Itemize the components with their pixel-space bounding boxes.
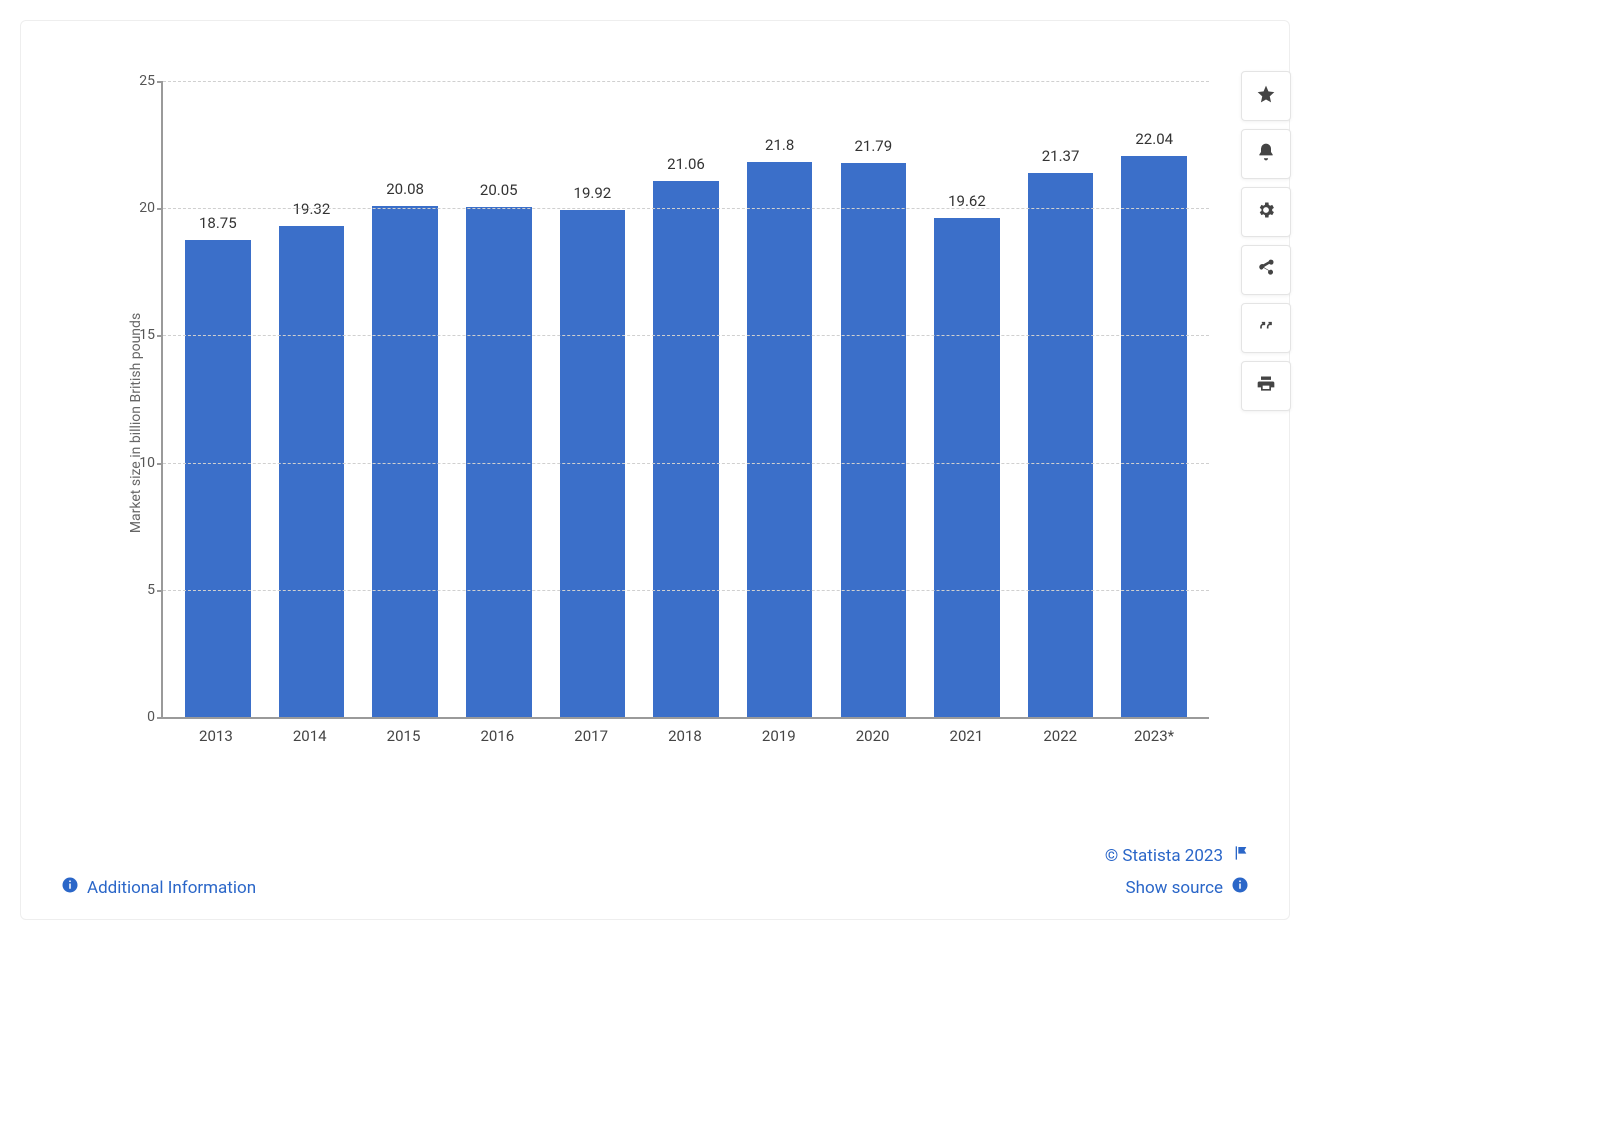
bar[interactable]: 21.79 bbox=[841, 163, 907, 717]
flag-icon[interactable] bbox=[1233, 845, 1249, 866]
plot-area: 18.75 19.32 20.08 20.05 19.92 21.06 21.8 21.79 1… bbox=[161, 81, 1209, 719]
y-axis-title: Market size in billion British pounds bbox=[128, 313, 144, 533]
x-tick-label: 2022 bbox=[1013, 721, 1107, 749]
bar-slot: 19.92 bbox=[546, 81, 640, 717]
bar-value-label: 20.05 bbox=[480, 181, 518, 199]
additional-info-link[interactable]: Additional Information bbox=[61, 876, 256, 899]
show-source-label: Show source bbox=[1125, 878, 1223, 898]
bar-value-label: 20.08 bbox=[386, 180, 424, 198]
y-tick-label: 25 bbox=[123, 73, 155, 89]
gridline bbox=[163, 335, 1209, 336]
show-source-link[interactable]: Show source bbox=[1125, 876, 1249, 899]
share-icon bbox=[1256, 258, 1276, 282]
print-icon bbox=[1256, 374, 1276, 398]
bar[interactable]: 22.04 bbox=[1121, 156, 1187, 717]
copyright: © Statista 2023 bbox=[1105, 845, 1249, 866]
bar-value-label: 19.92 bbox=[574, 184, 612, 202]
notification-button[interactable] bbox=[1241, 129, 1291, 179]
share-button[interactable] bbox=[1241, 245, 1291, 295]
x-tick-label: 2016 bbox=[450, 721, 544, 749]
bar[interactable]: 19.32 bbox=[279, 226, 345, 718]
x-tick-label: 2015 bbox=[357, 721, 451, 749]
bar[interactable]: 18.75 bbox=[185, 240, 251, 717]
y-tick-label: 5 bbox=[123, 582, 155, 598]
bar-slot: 18.75 bbox=[171, 81, 265, 717]
x-tick-label: 2017 bbox=[544, 721, 638, 749]
y-tick-mark bbox=[157, 463, 163, 465]
x-tick-label: 2019 bbox=[732, 721, 826, 749]
y-tick-mark bbox=[157, 335, 163, 337]
bar[interactable]: 19.62 bbox=[934, 218, 1000, 717]
side-toolbar bbox=[1241, 71, 1291, 411]
bar-slot: 21.06 bbox=[639, 81, 733, 717]
bar-slot: 20.05 bbox=[452, 81, 546, 717]
bar-value-label: 21.06 bbox=[667, 155, 705, 173]
info-icon bbox=[1231, 876, 1249, 899]
chart-footer: Additional Information © Statista 2023 S… bbox=[61, 845, 1249, 899]
footer-left: Additional Information bbox=[61, 876, 256, 899]
chart-area: Market size in billion British pounds 18… bbox=[116, 81, 1209, 749]
cite-button[interactable] bbox=[1241, 303, 1291, 353]
star-icon bbox=[1256, 84, 1276, 108]
chart-card: Market size in billion British pounds 18… bbox=[20, 20, 1290, 920]
x-tick-label: 2018 bbox=[638, 721, 732, 749]
bar[interactable]: 21.8 bbox=[747, 162, 813, 717]
y-tick-label: 10 bbox=[123, 455, 155, 471]
bell-icon bbox=[1256, 142, 1276, 166]
favorite-button[interactable] bbox=[1241, 71, 1291, 121]
gridline bbox=[163, 208, 1209, 209]
bar[interactable]: 21.06 bbox=[653, 181, 719, 717]
x-tick-label: 2023* bbox=[1107, 721, 1201, 749]
bar-slot: 20.08 bbox=[358, 81, 452, 717]
x-axis-labels: 2013201420152016201720182019202020212022… bbox=[161, 721, 1209, 749]
bar-value-label: 21.8 bbox=[765, 136, 794, 154]
bar-slot: 21.8 bbox=[733, 81, 827, 717]
bar-value-label: 21.37 bbox=[1042, 147, 1080, 165]
bar-slot: 19.62 bbox=[920, 81, 1014, 717]
copyright-text: © Statista 2023 bbox=[1105, 846, 1223, 866]
bar[interactable]: 19.92 bbox=[560, 210, 626, 717]
y-tick-mark bbox=[157, 208, 163, 210]
additional-info-label: Additional Information bbox=[87, 878, 256, 898]
bar[interactable]: 21.37 bbox=[1028, 173, 1094, 717]
bar-value-label: 21.79 bbox=[854, 137, 892, 155]
x-tick-label: 2020 bbox=[826, 721, 920, 749]
x-tick-label: 2013 bbox=[169, 721, 263, 749]
y-tick-label: 20 bbox=[123, 200, 155, 216]
bar-value-label: 22.04 bbox=[1135, 130, 1173, 148]
bar-slot: 22.04 bbox=[1107, 81, 1201, 717]
info-icon bbox=[61, 876, 79, 899]
bar-slot: 21.79 bbox=[826, 81, 920, 717]
print-button[interactable] bbox=[1241, 361, 1291, 411]
gridline bbox=[163, 81, 1209, 82]
bar-slot: 19.32 bbox=[265, 81, 359, 717]
x-tick-label: 2021 bbox=[920, 721, 1014, 749]
gridline bbox=[163, 590, 1209, 591]
x-tick-label: 2014 bbox=[263, 721, 357, 749]
y-tick-label: 0 bbox=[123, 709, 155, 725]
y-tick-mark bbox=[157, 81, 163, 83]
bar-slot: 21.37 bbox=[1014, 81, 1108, 717]
footer-right: © Statista 2023 Show source bbox=[1105, 845, 1249, 899]
bars-container: 18.75 19.32 20.08 20.05 19.92 21.06 21.8 21.79 1… bbox=[163, 81, 1209, 717]
quote-icon bbox=[1256, 316, 1276, 340]
bar-value-label: 19.62 bbox=[948, 192, 986, 210]
y-tick-label: 15 bbox=[123, 327, 155, 343]
bar[interactable]: 20.08 bbox=[372, 206, 438, 717]
settings-button[interactable] bbox=[1241, 187, 1291, 237]
bar-value-label: 18.75 bbox=[199, 214, 237, 232]
gear-icon bbox=[1256, 200, 1276, 224]
y-tick-mark bbox=[157, 717, 163, 719]
y-tick-mark bbox=[157, 590, 163, 592]
gridline bbox=[163, 463, 1209, 464]
